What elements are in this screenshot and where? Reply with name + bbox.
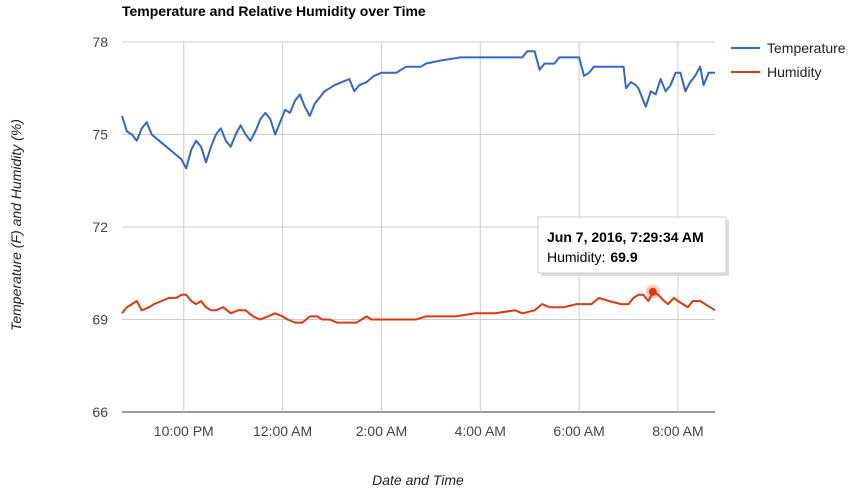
tooltip-box	[537, 216, 727, 274]
series-lines	[121, 50, 716, 324]
x-tick-label: 12:00 AM	[253, 423, 312, 439]
x-tick-label: 2:00 AM	[356, 423, 407, 439]
x-tick-label: 8:00 AM	[652, 423, 703, 439]
tooltip-marker	[645, 284, 660, 299]
y-tick-label: 66	[92, 404, 108, 420]
gridlines	[122, 41, 715, 413]
y-tick-label: 72	[92, 219, 108, 235]
series-line-humidity	[121, 290, 716, 324]
y-tick-label: 75	[92, 127, 108, 143]
tooltip-label: Humidity:	[547, 249, 605, 265]
tooltip-body: Humidity: 69.9	[547, 249, 638, 265]
y-axis-title: Temperature (F) and Humidity (%)	[8, 119, 24, 331]
tooltip-value: 69.9	[610, 249, 637, 265]
x-tick-label: 4:00 AM	[455, 423, 506, 439]
legend-label: Temperature	[767, 40, 846, 56]
x-axis-title: Date and Time	[372, 472, 464, 488]
tooltip-point	[648, 287, 657, 296]
y-tick-labels: 66 69 72 75 78	[92, 34, 108, 420]
x-tick-label: 10:00 PM	[154, 423, 214, 439]
chart-title: Temperature and Relative Humidity over T…	[122, 3, 426, 19]
legend: Temperature Humidity	[731, 40, 846, 80]
y-tick-label: 78	[92, 34, 108, 50]
series-line-temperature	[121, 50, 715, 170]
x-tick-labels: 10:00 PM 12:00 AM 2:00 AM 4:00 AM 6:00 AM 8:0…	[154, 423, 704, 439]
x-tick-label: 6:00 AM	[553, 423, 604, 439]
y-tick-label: 69	[92, 312, 108, 328]
tooltip-title: Jun 7, 2016, 7:29:34 AM	[547, 229, 704, 245]
legend-label: Humidity	[767, 64, 821, 80]
tooltip: Jun 7, 2016, 7:29:34 AM Humidity: 69.9	[537, 216, 729, 276]
